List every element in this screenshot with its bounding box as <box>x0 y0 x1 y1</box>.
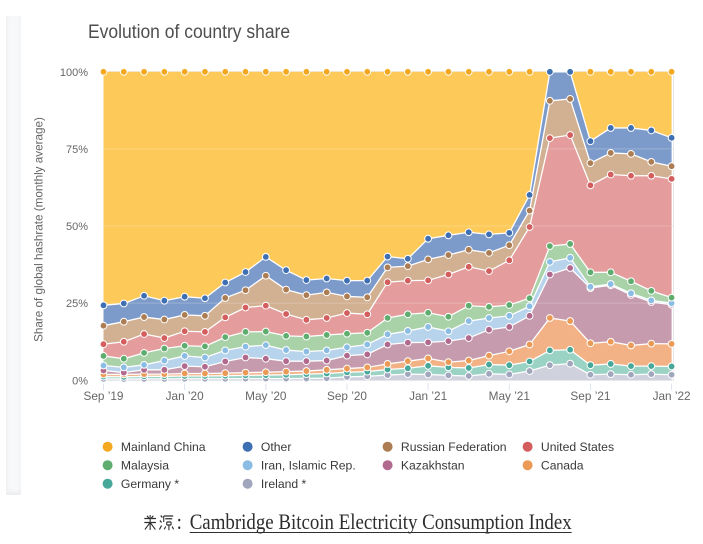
svg-text:Kazakhstan: Kazakhstan <box>401 459 465 473</box>
svg-text:Jan ’22: Jan ’22 <box>653 389 691 403</box>
svg-text:Mainland China: Mainland China <box>121 440 206 454</box>
svg-text:Sep ’21: Sep ’21 <box>570 389 610 403</box>
svg-text:United States: United States <box>541 440 614 454</box>
svg-text:100%: 100% <box>60 67 88 79</box>
svg-text:Germany *: Germany * <box>121 477 180 491</box>
svg-text:Iran, Islamic Rep.: Iran, Islamic Rep. <box>261 459 356 473</box>
svg-text:75%: 75% <box>66 144 88 156</box>
svg-text:0%: 0% <box>72 375 88 387</box>
svg-text:May ’21: May ’21 <box>489 389 530 403</box>
svg-text:Jan ’20: Jan ’20 <box>166 389 204 403</box>
svg-text:Share of global hashrate (mont: Share of global hashrate (monthly averag… <box>33 117 46 342</box>
svg-text:May ’20: May ’20 <box>245 389 287 403</box>
svg-text:Jan ’21: Jan ’21 <box>409 389 447 403</box>
svg-text:Sep ’20: Sep ’20 <box>327 389 367 403</box>
svg-text:Russian Federation: Russian Federation <box>401 440 507 454</box>
svg-text:Other: Other <box>261 440 291 454</box>
svg-text:Canada: Canada <box>541 459 584 473</box>
svg-text:Malaysia: Malaysia <box>121 459 169 473</box>
svg-text:50%: 50% <box>66 221 88 233</box>
svg-text:Ireland *: Ireland * <box>261 477 307 491</box>
svg-text:25%: 25% <box>66 298 88 310</box>
svg-text:Sep ’19: Sep ’19 <box>83 389 123 403</box>
